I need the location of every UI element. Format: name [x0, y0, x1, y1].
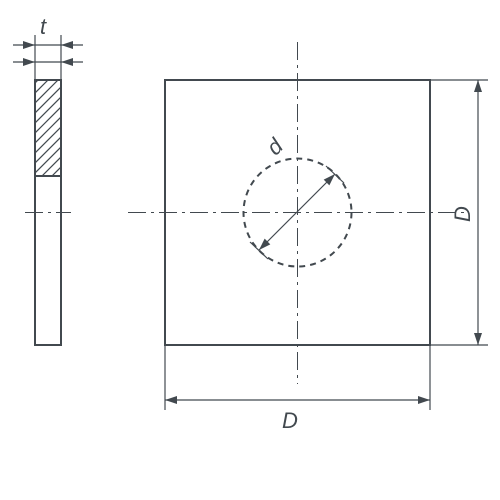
dim-label-d-bottom: D: [282, 408, 298, 433]
front-view: D Dd: [128, 42, 488, 433]
dim-label-t: t: [40, 14, 47, 39]
dim-label-d-right: D: [450, 206, 475, 222]
side-view: t: [0, 14, 320, 345]
hatch: [0, 78, 320, 178]
technical-drawing: t D Dd: [0, 0, 500, 500]
dim-label-d-hole: d: [262, 133, 289, 160]
